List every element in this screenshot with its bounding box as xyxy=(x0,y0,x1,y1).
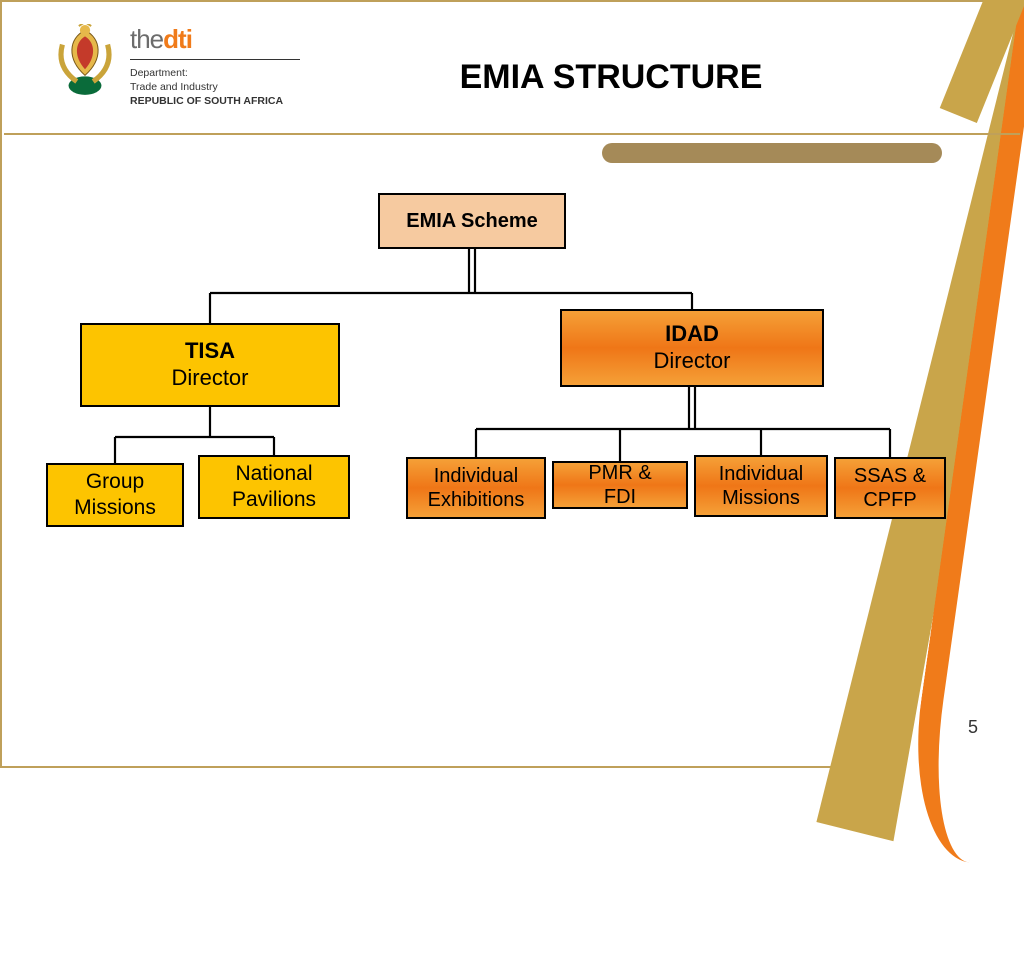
logo-wordmark: thedti xyxy=(130,24,300,55)
dept-line2: Trade and Industry xyxy=(130,81,218,93)
logo-dti: dti xyxy=(163,24,192,54)
org-chart: EMIA SchemeTISADirectorIDADDirectorGroup… xyxy=(2,193,1022,623)
dept-line3: REPUBLIC OF SOUTH AFRICA xyxy=(130,95,283,107)
logo-the: the xyxy=(130,24,163,54)
page-title: EMIA STRUCTURE xyxy=(240,58,982,97)
page-number: 5 xyxy=(968,717,978,738)
coat-of-arms-icon xyxy=(54,24,116,100)
chart-connectors xyxy=(2,193,1024,623)
header: thedti Department: Trade and Industry RE… xyxy=(2,2,1022,109)
separator-chip xyxy=(602,143,942,163)
dept-line1: Department: xyxy=(130,67,188,79)
separator-line xyxy=(4,133,1020,135)
separator xyxy=(2,133,1022,135)
